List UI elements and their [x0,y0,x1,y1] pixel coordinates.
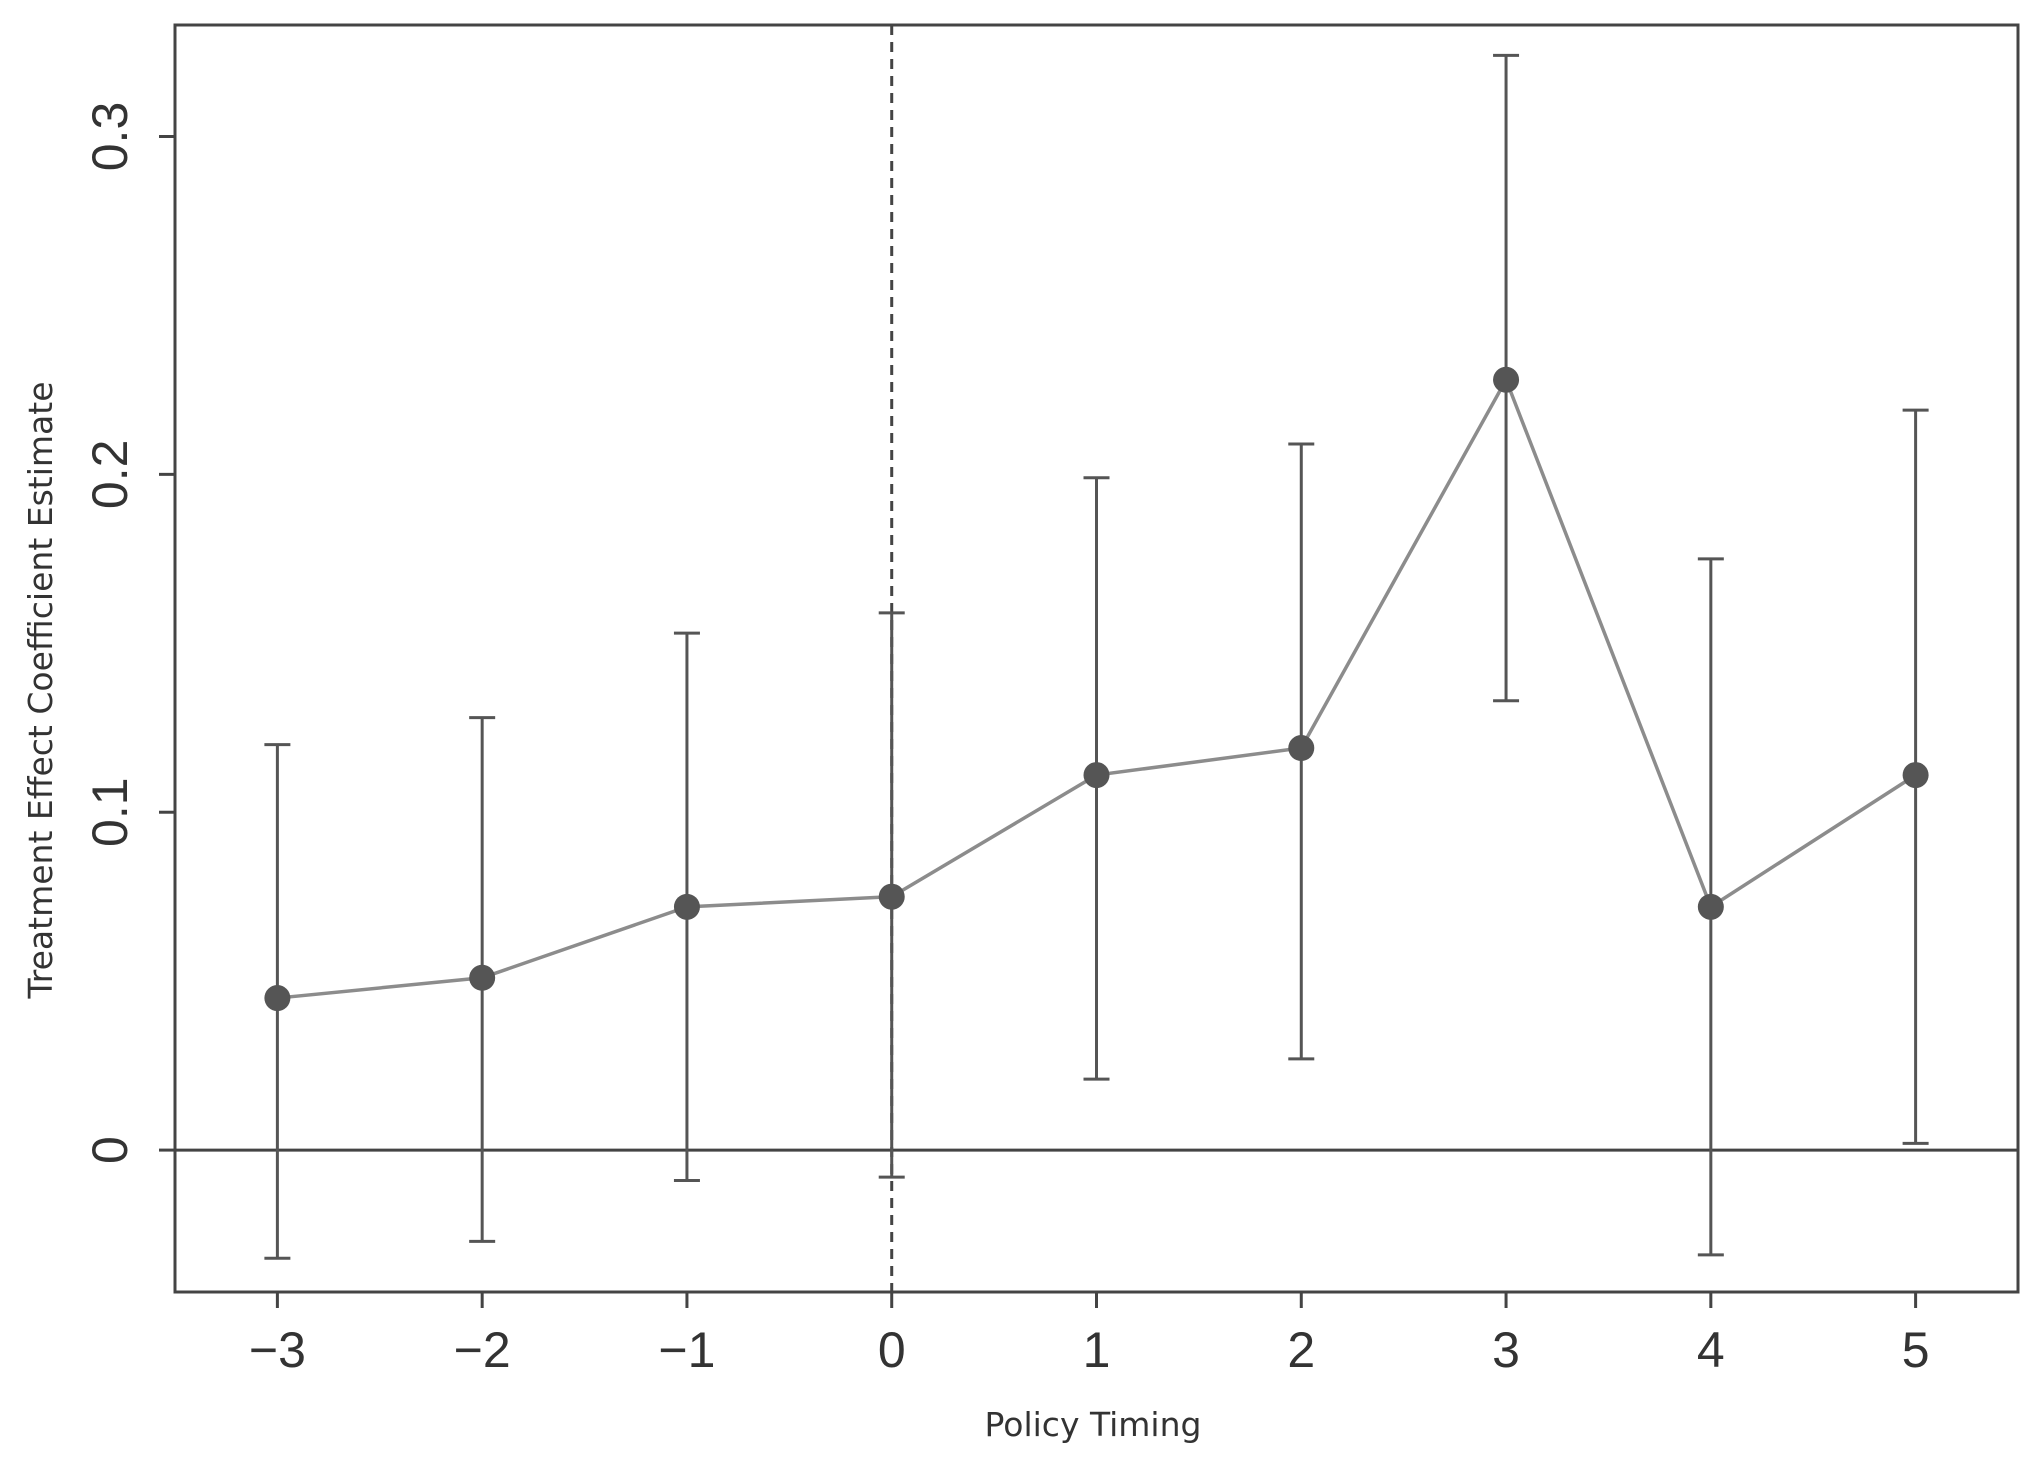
data-point [264,985,291,1012]
y-tick-label: 0.3 [82,102,138,172]
y-tick-label: 0 [82,1136,138,1164]
data-point [1493,366,1520,393]
y-axis-label: Treatment Effect Coefficient Estimate [21,381,60,999]
x-tick-label: 2 [1287,1322,1315,1378]
data-point [469,964,496,991]
data-point [1697,893,1724,920]
x-tick-label: 0 [878,1322,906,1378]
data-point [878,883,905,910]
x-axis-label: Policy Timing [985,1405,1202,1444]
x-tick-label: 3 [1492,1322,1520,1378]
y-tick-label: 0.2 [82,440,138,510]
data-point [673,893,700,920]
x-tick-label: 5 [1902,1322,1930,1378]
data-point [1902,762,1929,789]
data-point [1083,762,1110,789]
x-tick-label: −2 [454,1322,511,1378]
x-tick-label: 4 [1697,1322,1725,1378]
x-tick-label: −1 [658,1322,715,1378]
data-point [1288,735,1315,762]
x-tick-label: −3 [249,1322,306,1378]
x-tick-label: 1 [1083,1322,1111,1378]
y-tick-label: 0.1 [82,777,138,847]
